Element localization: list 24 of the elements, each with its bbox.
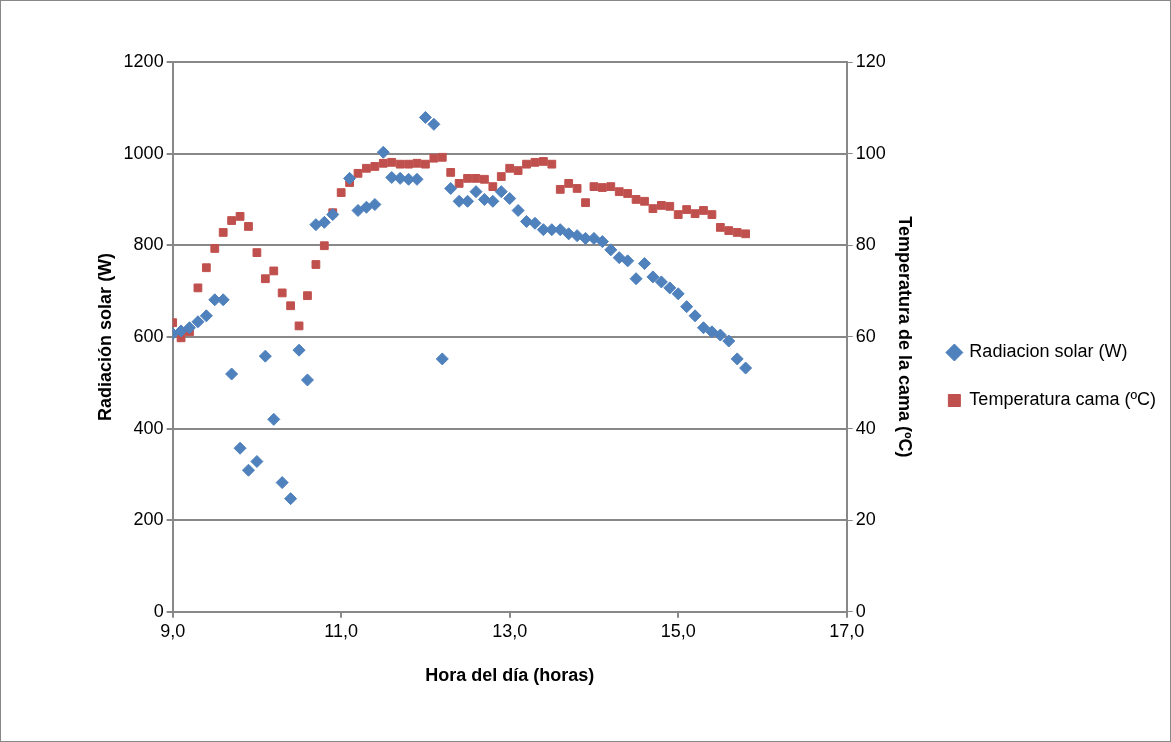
y2-tick-label: 60 bbox=[855, 325, 876, 346]
x-tick-label: 15,0 bbox=[660, 620, 696, 641]
y2-tick-label: 20 bbox=[855, 509, 876, 530]
x-axis-title: Hora del día (horas) bbox=[425, 665, 595, 686]
legend-label: Radiacion solar (W) bbox=[969, 341, 1128, 362]
y-tick-label: 800 bbox=[133, 234, 164, 255]
y-tick-label: 1200 bbox=[123, 50, 164, 71]
y2-tick-label: 120 bbox=[855, 50, 886, 71]
y-tick-label: 200 bbox=[133, 509, 164, 530]
x-tick-label: 9,0 bbox=[160, 620, 186, 641]
y-tick-label: 1000 bbox=[123, 142, 164, 163]
y2-axis-title: Temperatura de la cama (ºC) bbox=[894, 216, 915, 458]
y-axis-title: Radiación solar (W) bbox=[94, 252, 115, 421]
y2-tick-label: 80 bbox=[855, 234, 876, 255]
legend-label: Temperatura cama (ºC) bbox=[969, 389, 1157, 410]
y2-tick-label: 40 bbox=[855, 417, 876, 438]
x-tick-label: 13,0 bbox=[492, 620, 528, 641]
x-tick-label: 17,0 bbox=[829, 620, 865, 641]
y-tick-label: 600 bbox=[133, 325, 164, 346]
y2-tick-label: 100 bbox=[855, 142, 886, 163]
y-tick-label: 400 bbox=[133, 417, 164, 438]
y2-tick-label: 0 bbox=[855, 600, 866, 621]
y-tick-label: 0 bbox=[153, 600, 164, 621]
x-tick-label: 11,0 bbox=[324, 620, 359, 641]
